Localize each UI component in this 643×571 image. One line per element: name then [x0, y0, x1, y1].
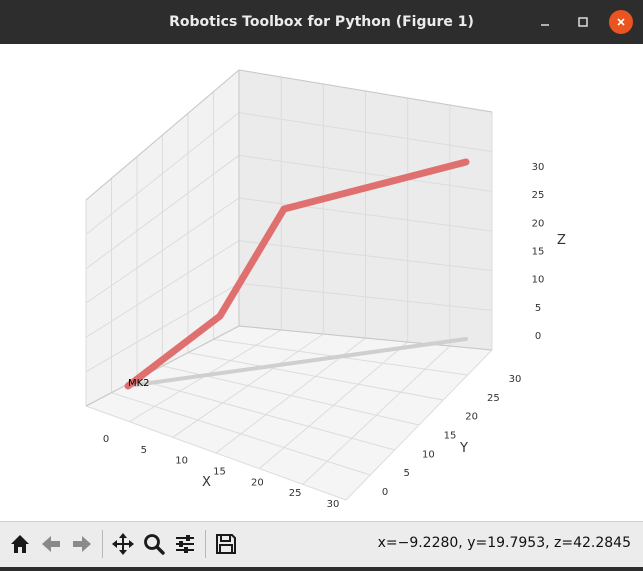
x-tick-label: 0 — [103, 434, 109, 445]
configure-subplots-icon[interactable] — [171, 530, 199, 558]
x-tick-label: 10 — [175, 456, 188, 467]
z-tick-label: 15 — [532, 247, 545, 258]
robot-name-label: MK2 — [128, 378, 150, 389]
y-tick-label: 10 — [422, 449, 435, 460]
maximize-icon[interactable] — [571, 10, 595, 34]
zoom-icon[interactable] — [140, 530, 168, 558]
x-tick-label: 30 — [327, 499, 340, 510]
x-tick-label: 25 — [289, 488, 302, 499]
z-tick-label: 5 — [535, 303, 541, 314]
y-tick-label: 30 — [509, 374, 522, 385]
z-axis-label: Z — [557, 233, 566, 248]
y-tick-labels: 0 5 10 15 20 25 30 — [382, 374, 522, 498]
x-tick-labels: 0 5 10 15 20 25 30 — [103, 434, 340, 510]
z-tick-label: 30 — [532, 162, 545, 173]
z-tick-label: 20 — [532, 218, 545, 229]
y-tick-label: 15 — [444, 431, 457, 442]
forward-icon[interactable] — [68, 530, 96, 558]
y-tick-label: 20 — [465, 412, 478, 423]
z-tick-label: 0 — [535, 331, 541, 342]
robot-shadow — [126, 337, 468, 388]
cursor-coordinates: x=−9.2280, y=19.7953, z=42.2845 — [377, 535, 631, 551]
window-controls — [533, 10, 633, 34]
z-tick-labels: 0 5 10 15 20 25 30 — [532, 162, 545, 342]
toolbar-separator — [205, 530, 206, 558]
window-bottom-edge — [0, 567, 643, 571]
x-tick-label: 5 — [141, 445, 147, 456]
toolbar-separator — [102, 530, 103, 558]
z-tick-label: 25 — [532, 190, 545, 201]
plot-3d-axes[interactable]: 0 5 10 15 20 25 30 0 5 10 15 20 25 30 0 5 10 15 20 25 30 X… — [0, 44, 643, 521]
pan-icon[interactable] — [109, 530, 137, 558]
x-tick-label: 15 — [213, 467, 226, 478]
z-tick-label: 10 — [532, 275, 545, 286]
pane-floor — [86, 326, 492, 500]
window-title: Robotics Toolbox for Python (Figure 1) — [169, 14, 474, 30]
save-icon[interactable] — [212, 530, 240, 558]
robot-links — [124, 158, 470, 390]
y-tick-label: 25 — [487, 393, 500, 404]
y-tick-label: 5 — [403, 468, 409, 479]
back-icon[interactable] — [37, 530, 65, 558]
y-tick-label: 0 — [382, 487, 388, 498]
y-axis-label: Y — [459, 441, 468, 456]
close-icon[interactable] — [609, 10, 633, 34]
window-titlebar: Robotics Toolbox for Python (Figure 1) — [0, 0, 643, 44]
x-axis-label: X — [202, 475, 211, 490]
home-icon[interactable] — [6, 530, 34, 558]
matplotlib-toolbar: x=−9.2280, y=19.7953, z=42.2845 — [0, 521, 643, 567]
minimize-icon[interactable] — [533, 10, 557, 34]
x-tick-label: 20 — [251, 477, 264, 488]
